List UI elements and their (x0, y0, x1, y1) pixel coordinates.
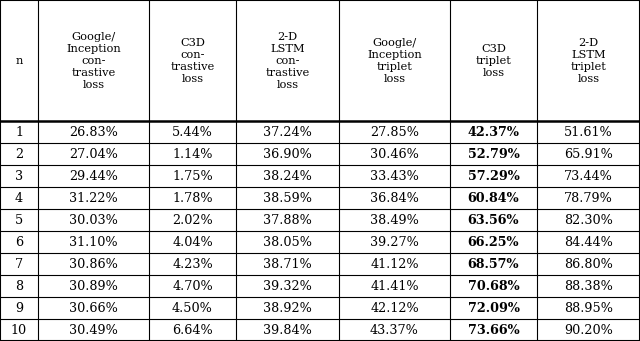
Text: 73.66%: 73.66% (468, 324, 519, 337)
Text: 60.84%: 60.84% (468, 192, 519, 205)
Text: 27.85%: 27.85% (370, 125, 419, 138)
Text: 30.46%: 30.46% (370, 148, 419, 161)
Text: 31.10%: 31.10% (69, 236, 118, 249)
Text: 63.56%: 63.56% (468, 213, 519, 226)
Text: 42.12%: 42.12% (370, 301, 419, 314)
Text: 6: 6 (15, 236, 23, 249)
Text: 27.04%: 27.04% (69, 148, 118, 161)
Text: 4.23%: 4.23% (172, 257, 213, 270)
Text: 2-D
LSTM
con-
trastive
loss: 2-D LSTM con- trastive loss (266, 31, 310, 90)
Text: 2: 2 (15, 148, 23, 161)
Text: 39.84%: 39.84% (263, 324, 312, 337)
Text: 2.02%: 2.02% (172, 213, 213, 226)
Text: 5.44%: 5.44% (172, 125, 213, 138)
Text: 4.50%: 4.50% (172, 301, 213, 314)
Text: 10: 10 (11, 324, 27, 337)
Text: 1.14%: 1.14% (172, 148, 212, 161)
Text: 82.30%: 82.30% (564, 213, 613, 226)
Text: 38.24%: 38.24% (263, 169, 312, 182)
Text: 65.91%: 65.91% (564, 148, 613, 161)
Text: 1.78%: 1.78% (172, 192, 212, 205)
Text: 42.37%: 42.37% (468, 125, 520, 138)
Text: 86.80%: 86.80% (564, 257, 613, 270)
Text: 31.22%: 31.22% (69, 192, 118, 205)
Text: 1.75%: 1.75% (172, 169, 213, 182)
Text: C3D
con-
trastive
loss: C3D con- trastive loss (170, 38, 214, 84)
Text: 36.90%: 36.90% (263, 148, 312, 161)
Text: 4.70%: 4.70% (172, 280, 213, 293)
Text: 51.61%: 51.61% (564, 125, 613, 138)
Text: 4: 4 (15, 192, 23, 205)
Text: 26.83%: 26.83% (69, 125, 118, 138)
Text: 43.37%: 43.37% (370, 324, 419, 337)
Text: 88.95%: 88.95% (564, 301, 613, 314)
Text: 38.92%: 38.92% (263, 301, 312, 314)
Text: 30.49%: 30.49% (69, 324, 118, 337)
Text: 2-D
LSTM
triplet
loss: 2-D LSTM triplet loss (571, 38, 607, 84)
Text: 29.44%: 29.44% (69, 169, 118, 182)
Text: 68.57%: 68.57% (468, 257, 519, 270)
Text: 70.68%: 70.68% (468, 280, 519, 293)
Text: 57.29%: 57.29% (468, 169, 519, 182)
Text: 8: 8 (15, 280, 23, 293)
Text: 30.03%: 30.03% (69, 213, 118, 226)
Text: 37.88%: 37.88% (263, 213, 312, 226)
Text: 30.89%: 30.89% (69, 280, 118, 293)
Text: 52.79%: 52.79% (468, 148, 519, 161)
Text: 5: 5 (15, 213, 23, 226)
Text: 39.27%: 39.27% (370, 236, 419, 249)
Text: 38.05%: 38.05% (263, 236, 312, 249)
Text: n: n (15, 56, 22, 65)
Text: 88.38%: 88.38% (564, 280, 613, 293)
Text: 3: 3 (15, 169, 23, 182)
Text: C3D
triplet
loss: C3D triplet loss (476, 44, 511, 77)
Text: 41.12%: 41.12% (370, 257, 419, 270)
Text: 9: 9 (15, 301, 23, 314)
Text: 30.86%: 30.86% (69, 257, 118, 270)
Text: 38.59%: 38.59% (263, 192, 312, 205)
Text: Google/
Inception
con-
trastive
loss: Google/ Inception con- trastive loss (66, 31, 121, 90)
Text: 38.49%: 38.49% (370, 213, 419, 226)
Text: 36.84%: 36.84% (370, 192, 419, 205)
Text: 72.09%: 72.09% (468, 301, 520, 314)
Text: 38.71%: 38.71% (263, 257, 312, 270)
Text: 66.25%: 66.25% (468, 236, 519, 249)
Text: 6.64%: 6.64% (172, 324, 213, 337)
Text: 33.43%: 33.43% (370, 169, 419, 182)
Text: 73.44%: 73.44% (564, 169, 613, 182)
Text: 41.41%: 41.41% (370, 280, 419, 293)
Text: 1: 1 (15, 125, 23, 138)
Text: 30.66%: 30.66% (69, 301, 118, 314)
Text: 90.20%: 90.20% (564, 324, 613, 337)
Text: 78.79%: 78.79% (564, 192, 613, 205)
Text: 39.32%: 39.32% (263, 280, 312, 293)
Text: 4.04%: 4.04% (172, 236, 213, 249)
Text: 84.44%: 84.44% (564, 236, 613, 249)
Text: 37.24%: 37.24% (263, 125, 312, 138)
Text: Google/
Inception
triplet
loss: Google/ Inception triplet loss (367, 38, 422, 84)
Text: 7: 7 (15, 257, 23, 270)
